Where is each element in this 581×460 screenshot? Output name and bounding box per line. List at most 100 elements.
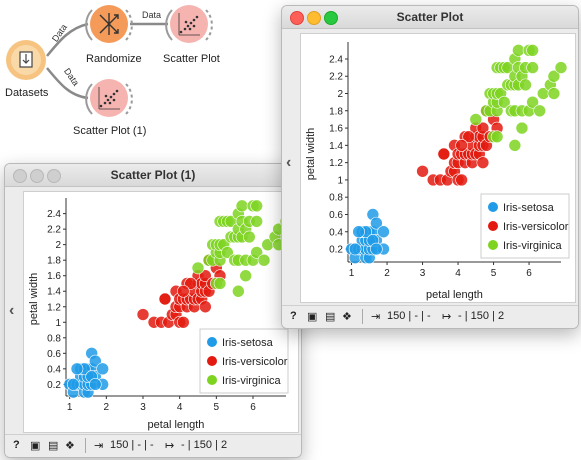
data-point[interactable] bbox=[462, 130, 475, 144]
data-point[interactable] bbox=[239, 269, 252, 283]
scatter-plot-node[interactable] bbox=[165, 5, 213, 43]
data-point[interactable] bbox=[199, 300, 212, 314]
report-icon[interactable]: ▤ bbox=[325, 311, 336, 323]
data-point[interactable] bbox=[533, 104, 546, 118]
chevron-left-icon[interactable]: ‹ bbox=[9, 302, 15, 319]
data-point[interactable] bbox=[67, 378, 80, 391]
data-point[interactable] bbox=[213, 277, 227, 290]
zoom-button[interactable] bbox=[47, 169, 61, 183]
y-tick-label: 1.8 bbox=[47, 256, 61, 267]
data-point[interactable] bbox=[177, 284, 190, 298]
y-tick-label: 1.2 bbox=[47, 302, 61, 313]
palette-icon[interactable]: ❖ bbox=[342, 311, 352, 323]
data-point[interactable] bbox=[96, 362, 109, 376]
legend-marker bbox=[207, 375, 217, 385]
data-point[interactable] bbox=[526, 95, 539, 109]
scatter-icon bbox=[178, 13, 200, 36]
data-point[interactable] bbox=[191, 261, 205, 275]
data-point[interactable] bbox=[526, 61, 539, 74]
data-point[interactable] bbox=[352, 225, 365, 239]
data-point[interactable] bbox=[437, 147, 451, 161]
data-point[interactable] bbox=[497, 95, 511, 109]
scatter-icon bbox=[98, 87, 120, 110]
report-icon[interactable]: ▤ bbox=[48, 440, 59, 452]
output-icon: ↦ bbox=[165, 440, 175, 452]
y-tick-label: 2.4 bbox=[329, 54, 343, 65]
data-point[interactable] bbox=[232, 284, 245, 298]
legend-marker bbox=[207, 356, 217, 366]
save-icon[interactable]: ▣ bbox=[30, 440, 41, 452]
data-point[interactable] bbox=[547, 69, 561, 83]
data-point[interactable] bbox=[469, 113, 483, 126]
data-point[interactable] bbox=[257, 253, 271, 267]
data-point[interactable] bbox=[515, 121, 529, 135]
minimize-button[interactable] bbox=[30, 169, 44, 183]
y-tick-label: 1.8 bbox=[329, 106, 343, 117]
data-point[interactable] bbox=[250, 199, 263, 213]
data-point[interactable] bbox=[476, 121, 490, 135]
close-button[interactable] bbox=[13, 169, 27, 183]
chevron-left-icon[interactable]: ‹ bbox=[286, 154, 292, 171]
plot-area[interactable]: 0.2 0.4 0.6 0.8 1 1.2 1.4 1.6 1.8 2 2.2 2.4 1 2 3 4 5 6 pe… bbox=[300, 33, 576, 303]
link-datasets-randomize[interactable] bbox=[46, 22, 89, 57]
window-titlebar[interactable]: Scatter Plot bbox=[282, 6, 578, 29]
scatter-plot-1-node[interactable] bbox=[85, 79, 133, 117]
data-point[interactable] bbox=[455, 173, 468, 187]
window-titlebar[interactable]: Scatter Plot (1) bbox=[5, 164, 301, 187]
data-point[interactable] bbox=[348, 242, 362, 256]
scatter-plot-window[interactable]: Scatter Plot ‹ 0.2 0.4 0.6 0.8 1 1.2 1.4 1.6 1.8… bbox=[281, 5, 579, 329]
data-point[interactable] bbox=[243, 230, 256, 244]
data-point[interactable] bbox=[158, 292, 172, 306]
data-point[interactable] bbox=[70, 362, 84, 376]
data-point[interactable] bbox=[89, 354, 102, 368]
data-point[interactable] bbox=[184, 277, 197, 290]
legend-entry: Iris-virginica bbox=[222, 375, 282, 387]
data-point[interactable] bbox=[455, 139, 468, 152]
input-summary: 150 | - | - bbox=[110, 439, 154, 451]
data-point[interactable] bbox=[526, 44, 539, 57]
data-point[interactable] bbox=[519, 78, 532, 92]
x-tick-label: 1 bbox=[349, 268, 355, 279]
data-point[interactable] bbox=[177, 315, 190, 329]
x-axis-label: petal length bbox=[148, 419, 205, 431]
data-point[interactable] bbox=[89, 378, 102, 391]
y-tick-label: 0.4 bbox=[329, 227, 343, 238]
y-tick-label: 0.6 bbox=[329, 210, 343, 221]
help-icon[interactable]: ? bbox=[290, 310, 297, 322]
y-tick-label: 1.6 bbox=[329, 124, 343, 135]
help-icon[interactable]: ? bbox=[13, 439, 20, 451]
data-point[interactable] bbox=[377, 225, 390, 239]
scatter-chart[interactable]: 0.2 0.4 0.6 0.8 1 1.2 1.4 1.6 1.8 2 2.2 2.4 1 2 3 4 5 6 pe… bbox=[301, 34, 575, 302]
scatter-chart[interactable]: 0.2 0.4 0.6 0.8 1 1.2 1.4 1.6 1.8 2 2.2 2.4 1 2 3 4 5 6 pe… bbox=[24, 192, 298, 432]
save-icon[interactable]: ▣ bbox=[307, 311, 318, 323]
data-point[interactable] bbox=[250, 246, 263, 259]
data-point[interactable] bbox=[476, 156, 490, 169]
legend: Iris-setosa Iris-versicolor Iris-virginica bbox=[480, 193, 570, 259]
data-point[interactable] bbox=[490, 130, 504, 144]
plot-area[interactable]: 0.2 0.4 0.6 0.8 1 1.2 1.4 1.6 1.8 2 2.2 2.4 1 2 3 4 5 6 pe… bbox=[23, 191, 299, 433]
status-bar: ? ▣ ▤ ❖ ⇥ 150 | - | - ↦ - | 150 | 2 bbox=[282, 305, 578, 328]
palette-icon[interactable]: ❖ bbox=[65, 440, 75, 452]
data-point[interactable] bbox=[199, 269, 212, 283]
y-axis-label: petal width bbox=[28, 273, 40, 326]
randomize-node[interactable] bbox=[85, 5, 133, 43]
close-button[interactable] bbox=[290, 11, 304, 25]
datasets-node[interactable] bbox=[6, 40, 46, 80]
zoom-button[interactable] bbox=[324, 11, 338, 25]
data-point[interactable] bbox=[554, 61, 568, 74]
data-point[interactable] bbox=[416, 164, 429, 178]
data-point[interactable] bbox=[370, 216, 383, 230]
minimize-button[interactable] bbox=[307, 11, 321, 25]
data-point[interactable] bbox=[136, 308, 150, 321]
data-point[interactable] bbox=[547, 87, 561, 100]
data-point[interactable] bbox=[235, 199, 249, 213]
link-datasets-scatter1[interactable] bbox=[46, 67, 89, 100]
data-point[interactable] bbox=[512, 44, 525, 57]
output-summary: - | 150 | 2 bbox=[458, 310, 505, 322]
scatter-plot-1-window[interactable]: Scatter Plot (1) ‹ 0.2 0.4 0.6 0.8 1 1.2 1.4 1.… bbox=[4, 163, 302, 458]
data-point[interactable] bbox=[508, 139, 522, 152]
data-point[interactable] bbox=[250, 215, 263, 228]
data-point[interactable] bbox=[221, 246, 234, 259]
data-point[interactable] bbox=[370, 242, 383, 256]
